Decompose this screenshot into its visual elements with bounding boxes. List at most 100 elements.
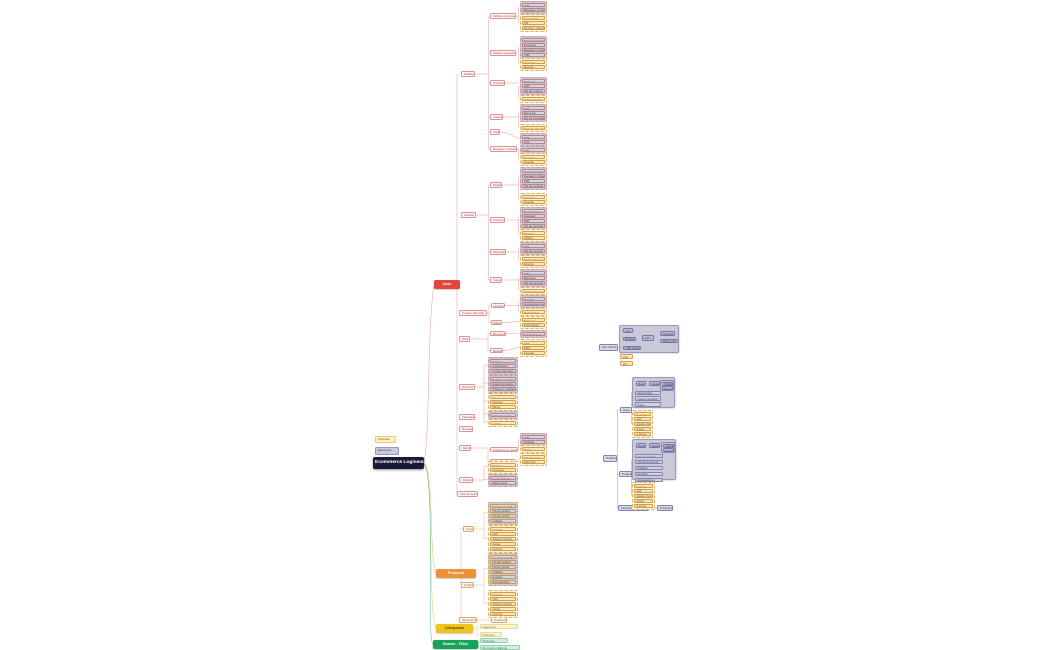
flow-producto-node[interactable]: Producto <box>619 471 632 477</box>
element-item[interactable]: Elegir cuenta <box>490 480 516 486</box>
action-item[interactable]: Pedir detalles <box>521 322 545 328</box>
element-item[interactable]: Cuenta / ver perfil <box>490 555 516 560</box>
element-item[interactable]: Datos de cuenta <box>490 413 516 418</box>
legend-elements-chip[interactable]: Elementos <box>375 447 399 455</box>
node-categorias-productos[interactable]: Productos <box>479 632 502 638</box>
element-item[interactable]: USB <box>521 52 545 58</box>
action-item[interactable]: Click <box>490 531 516 537</box>
element-item[interactable]: Info de contacto <box>490 508 516 514</box>
element-item[interactable]: Pedidos / registros <box>490 377 516 382</box>
node-salir-sesion[interactable]: Salir de sesión <box>457 491 478 497</box>
node-administracion[interactable]: Administración <box>459 617 477 623</box>
flow-banner-node[interactable]: Banner <box>662 386 673 391</box>
node-checking[interactable]: Checking <box>490 302 505 309</box>
story-user-node[interactable]: User <box>623 328 633 333</box>
action-item[interactable]: Añadir a favoritos <box>490 536 516 542</box>
story-products-node[interactable]: Products <box>660 331 675 336</box>
node-reportados[interactable]: Reportados <box>490 249 506 255</box>
element-item[interactable]: Emparejadores <box>521 209 545 214</box>
action-item[interactable]: Buscar <box>634 426 651 432</box>
user-stories-label[interactable]: User Stories <box>599 344 618 351</box>
action-item[interactable]: Añadir a favoritos <box>634 493 653 499</box>
element-item[interactable]: USB <box>521 83 545 89</box>
action-item[interactable]: Editar <box>521 345 545 351</box>
node-pedidos-hist[interactable]: Pedidos <box>490 182 502 188</box>
story-action-cart[interactable]: Cart <box>620 354 633 359</box>
node-producto[interactable]: Producto <box>461 582 474 588</box>
node-search-productos[interactable]: Productos <box>479 638 508 644</box>
node-perfil[interactable]: Perfil <box>459 336 470 342</box>
action-item[interactable]: Reportar <box>521 64 545 70</box>
element-item[interactable]: Elementos <box>521 110 545 116</box>
legend-actions-chip[interactable]: Acciones <box>375 436 396 443</box>
element-item[interactable]: USB <box>521 106 545 111</box>
element-item[interactable]: Ajustes <box>490 359 516 364</box>
action-item[interactable]: DNI <box>521 20 545 26</box>
node-cuenta[interactable]: Cuenta / Recordar <box>459 310 487 316</box>
element-item[interactable]: Productos <box>521 79 545 84</box>
node-chats[interactable]: Chats <box>490 129 500 135</box>
element-item[interactable]: Mensajes / Contacto <box>521 7 545 13</box>
flow-buscar-node[interactable]: Buscar <box>636 381 646 386</box>
element-item[interactable]: Chat <box>521 139 545 145</box>
element-item[interactable]: Lista de productos <box>635 396 661 401</box>
element-item[interactable]: Mensajes / Contacto <box>521 47 545 53</box>
branch-search-node[interactable]: Search - Filter <box>433 640 478 649</box>
element-item[interactable]: Emparejadores <box>490 579 516 585</box>
action-item[interactable]: Comprar de nuevo <box>521 257 545 262</box>
element-item[interactable]: Productos y cambios <box>490 386 516 392</box>
branch-user-node[interactable]: User <box>434 280 460 289</box>
element-item[interactable]: Info de compra <box>490 513 516 519</box>
element-item[interactable]: Mensajes / Contacto <box>521 173 545 179</box>
element-item[interactable]: Elementos <box>521 275 545 281</box>
element-item[interactable]: Footer <box>635 402 661 407</box>
action-item[interactable]: Cancelar <box>521 155 545 160</box>
node-mensajes-contacto[interactable]: Mensajes / Contacto <box>490 146 517 152</box>
element-item[interactable]: Reseñas <box>635 471 663 477</box>
element-item[interactable]: USB <box>521 218 545 224</box>
element-item[interactable]: Reservista <box>521 42 545 48</box>
element-item[interactable]: Elegir productos <box>490 476 516 481</box>
action-item[interactable]: Ver <box>490 395 516 400</box>
element-item[interactable]: USB <box>521 135 545 140</box>
element-item[interactable]: Cuenta / Mensajes <box>490 368 516 374</box>
story-cart-node[interactable]: Cart <box>642 335 654 341</box>
element-item[interactable]: Estado del pedido <box>521 169 545 174</box>
action-item[interactable]: Cancelar <box>521 195 545 200</box>
action-item[interactable]: Reportar <box>521 199 545 205</box>
node-pedidos-entregados[interactable]: Pedidos entregados <box>490 50 516 56</box>
node-escritorio[interactable]: Escritorio <box>459 384 475 390</box>
element-item[interactable]: USB <box>521 435 545 440</box>
action-item[interactable]: Cancelar / Devolver <box>521 126 545 131</box>
action-item[interactable]: Añadir al carrito <box>521 97 545 102</box>
branch-categories-node[interactable]: Categorías <box>436 624 473 633</box>
element-item[interactable]: Catálogo <box>490 569 516 575</box>
action-item[interactable]: Pedir detalles <box>521 310 545 315</box>
element-item[interactable]: Cuenta / ver perfil <box>490 504 516 509</box>
action-item[interactable]: Reportar <box>521 159 545 165</box>
node-checkout[interactable]: Checkout <box>459 477 473 483</box>
flow-buscar-node-2[interactable]: Buscar <box>636 443 646 448</box>
element-item[interactable]: USB <box>521 148 545 153</box>
element-item[interactable]: Estado de pedidos <box>490 381 516 387</box>
action-item[interactable]: Cancelar <box>521 350 545 356</box>
node-pedidos[interactable]: Pedidos <box>461 71 475 77</box>
action-item[interactable]: Comprar <box>490 611 516 617</box>
element-item[interactable]: USB <box>521 244 545 249</box>
node-editar[interactable]: Editar <box>490 319 502 326</box>
flow-banner-node-2[interactable]: Banner <box>663 448 674 453</box>
action-item[interactable]: Refrescar <box>521 318 545 323</box>
element-item[interactable]: Info del vendedor <box>521 223 545 229</box>
element-item[interactable]: USB <box>521 3 545 8</box>
story-browse-node[interactable]: Browse <box>623 336 636 342</box>
flow-admin-productos-node[interactable]: Productos <box>657 505 673 511</box>
action-item[interactable]: Planes <box>490 404 516 410</box>
node-cartera[interactable]: Cartera <box>490 277 502 283</box>
element-item[interactable]: Info del vendedor <box>521 183 545 189</box>
action-item[interactable]: Calificar <box>521 235 545 241</box>
action-item[interactable]: Comprar <box>634 412 651 417</box>
element-item[interactable]: Configuración <box>490 363 516 369</box>
flow-navbar-node-2[interactable]: Navbar <box>663 443 674 448</box>
story-usb-elements-node[interactable]: USB elements <box>623 345 641 351</box>
element-item[interactable]: Cantidad <box>521 439 545 445</box>
